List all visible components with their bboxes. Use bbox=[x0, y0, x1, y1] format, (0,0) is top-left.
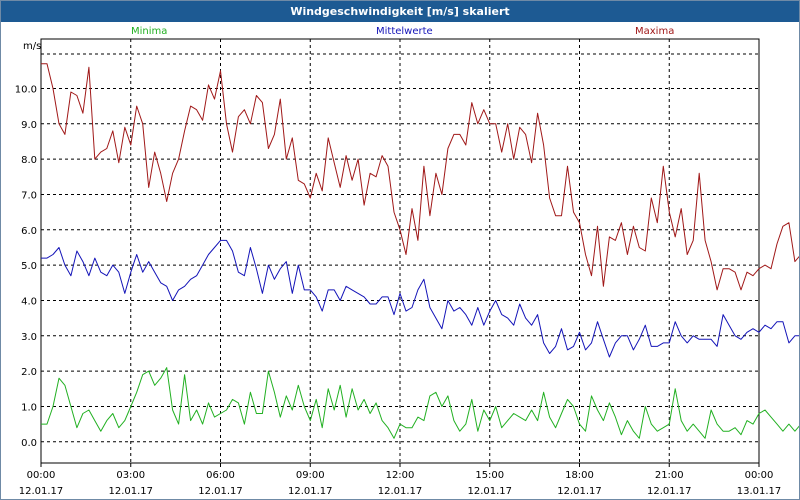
y-axis-ticks: 0.0 1.0 2.0 3.0 4.0 5.0 6.0 7.0 8.0 9.0 10.0 bbox=[15, 84, 37, 448]
y-tick-label: 0.0 bbox=[21, 438, 37, 449]
x-tick-time: 21:00 bbox=[655, 470, 684, 481]
x-tick-date: 12.01.17 bbox=[19, 486, 64, 497]
x-tick-date: 12.01.17 bbox=[467, 486, 512, 497]
y-tick-label: 2.0 bbox=[21, 367, 37, 378]
x-tick-date: 12.01.17 bbox=[557, 486, 602, 497]
y-tick-label: 6.0 bbox=[21, 226, 37, 237]
y-tick-label: 8.0 bbox=[21, 155, 37, 166]
y-tick-label: 10.0 bbox=[15, 84, 37, 95]
legend-maxima: Maxima bbox=[635, 26, 675, 37]
x-tick-date: 12.01.17 bbox=[288, 486, 333, 497]
x-tick-time: 00:00 bbox=[745, 470, 774, 481]
x-tick-time: 09:00 bbox=[296, 470, 325, 481]
chart-series bbox=[41, 63, 799, 439]
x-tick-date: 12.01.17 bbox=[378, 486, 423, 497]
x-tick-time: 15:00 bbox=[475, 470, 504, 481]
window-title: Windgeschwindigkeit [m/s] skaliert bbox=[1, 1, 799, 22]
legend-mittelwerte: Mittelwerte bbox=[376, 26, 433, 37]
y-tick-label: 7.0 bbox=[21, 190, 37, 201]
x-tick-time: 18:00 bbox=[565, 470, 594, 481]
y-tick-label: 4.0 bbox=[21, 296, 37, 307]
x-tick-time: 03:00 bbox=[116, 470, 145, 481]
series-line-mittelwerte bbox=[41, 239, 799, 358]
y-tick-label: 9.0 bbox=[21, 120, 37, 131]
chart-grid bbox=[40, 38, 760, 464]
series-line-minima bbox=[41, 367, 799, 439]
x-tick-date: 13.01.17 bbox=[737, 486, 782, 497]
y-tick-label: 1.0 bbox=[21, 402, 37, 413]
y-tick-label: 5.0 bbox=[21, 261, 37, 272]
x-tick-date: 12.01.17 bbox=[108, 486, 153, 497]
x-axis-ticks: 00:00 12.01.17 03:00 12.01.17 06:00 12.01.17 0… bbox=[19, 463, 782, 497]
y-tick-label: 3.0 bbox=[21, 332, 37, 343]
x-tick-time: 06:00 bbox=[206, 470, 235, 481]
legend-minima: Minima bbox=[131, 26, 168, 37]
x-tick-time: 12:00 bbox=[386, 470, 415, 481]
x-tick-date: 12.01.17 bbox=[647, 486, 692, 497]
x-tick-date: 12.01.17 bbox=[198, 486, 243, 497]
series-line-maxima bbox=[41, 63, 799, 291]
x-tick-time: 00:00 bbox=[27, 470, 56, 481]
y-axis-unit-label: m/s bbox=[23, 41, 41, 52]
